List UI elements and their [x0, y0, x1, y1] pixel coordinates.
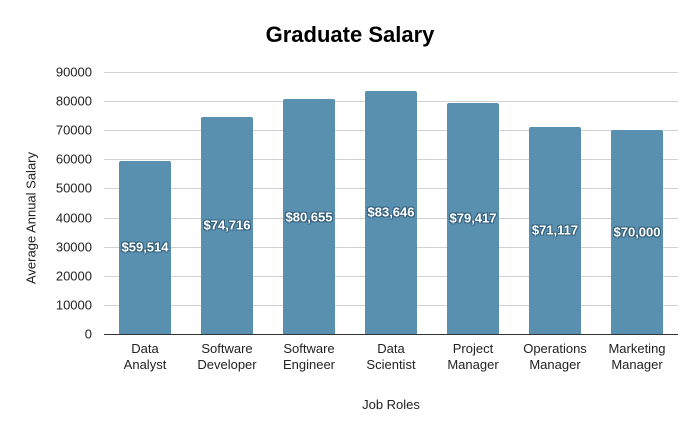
y-tick-label: 90000	[55, 64, 92, 80]
x-tick-label: Data Analyst	[123, 341, 167, 372]
bar[interactable]: $80,655	[283, 99, 335, 334]
x-tick-label: Marketing Manager	[608, 341, 666, 372]
x-tick-label: Project Manager	[447, 341, 499, 372]
bar-value-label: $83,646	[367, 204, 415, 220]
bar[interactable]: $74,716	[201, 116, 253, 334]
y-tick-label: 10000	[55, 297, 92, 313]
bar-value-label: $70,000	[613, 224, 661, 240]
plot-area: $59,514 $74,716 $80,655 $83,646 $79,417 $71,1…	[104, 72, 678, 335]
bar[interactable]: $79,417	[447, 102, 499, 334]
y-tick-label: 60000	[55, 151, 92, 167]
bar[interactable]: $71,117	[529, 126, 581, 334]
x-axis-line	[104, 334, 678, 335]
chart-title: Graduate Salary	[265, 22, 435, 47]
bar-value-label: $59,514	[121, 239, 169, 255]
bar[interactable]: $83,646	[365, 90, 417, 334]
gridline	[104, 72, 678, 73]
y-tick-label: 70000	[55, 122, 92, 138]
bar-value-label: $71,117	[531, 222, 579, 238]
bar-value-label: $79,417	[449, 210, 497, 226]
x-tick-label: Operations Manager	[523, 341, 587, 372]
bar[interactable]: $70,000	[611, 130, 663, 334]
bar[interactable]: $59,514	[119, 160, 171, 334]
y-tick-label: 30000	[55, 239, 92, 255]
x-tick-label: Software Developer	[197, 341, 257, 372]
y-tick-label: 40000	[55, 210, 92, 226]
y-tick-label: 20000	[55, 268, 92, 284]
bar-value-label: $80,655	[285, 209, 333, 225]
x-tick-label: Data Scientist	[366, 341, 416, 372]
x-tick-label: Software Engineer	[282, 341, 336, 372]
bar-value-label: $74,716	[203, 217, 251, 233]
x-axis-label: Job Roles	[362, 397, 420, 412]
y-tick-label: 50000	[55, 180, 92, 196]
y-tick-label: 80000	[55, 93, 92, 109]
y-tick-label: 0	[84, 326, 92, 342]
